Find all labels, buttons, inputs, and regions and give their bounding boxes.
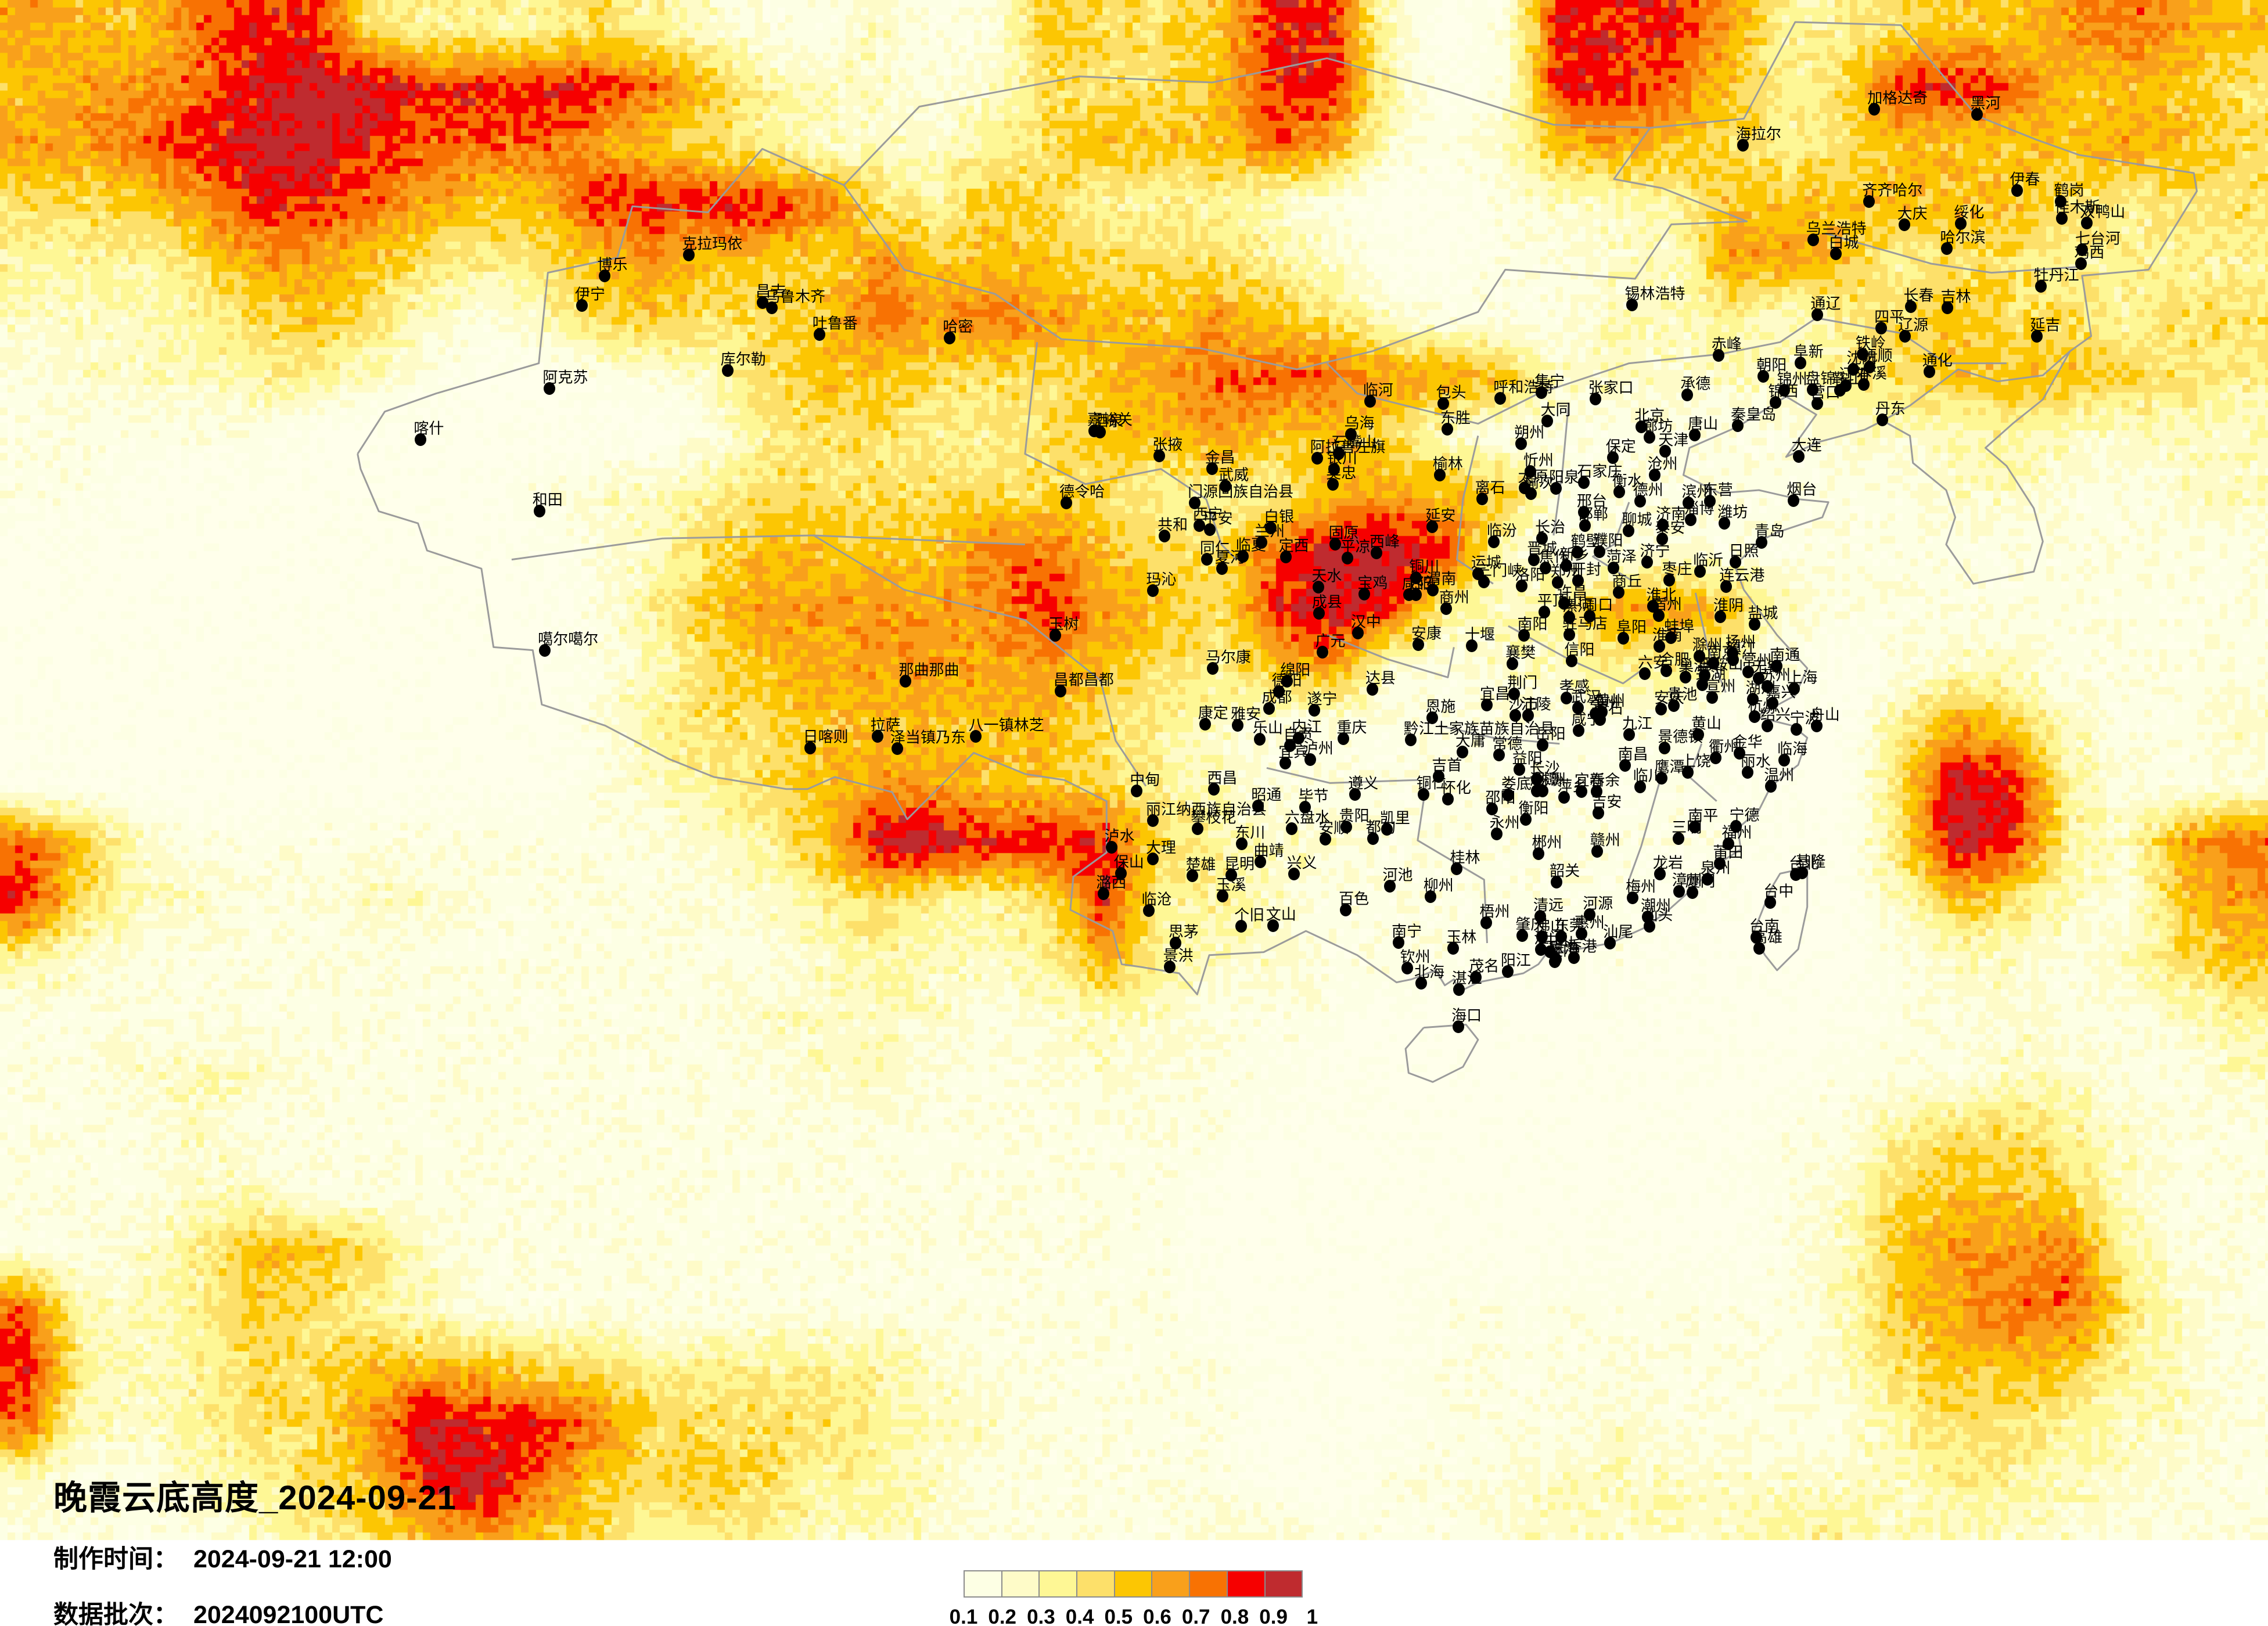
legend-swatch: [1076, 1570, 1115, 1598]
legend-swatch: [1113, 1570, 1153, 1598]
legend-tick-label: 0.7: [1181, 1606, 1210, 1626]
legend-swatch: [1001, 1570, 1040, 1598]
legend-tick-label: 0.8: [1220, 1606, 1249, 1626]
legend-tick-label: 0.4: [1065, 1606, 1094, 1626]
production-time-label: 制作时间：: [53, 1545, 178, 1573]
legend-tick-label: 0.3: [1027, 1606, 1055, 1626]
production-time-line: 制作时间： 2024-09-21 12:00: [53, 1539, 457, 1575]
legend-swatch: [964, 1570, 1002, 1598]
legend-swatch: [1189, 1570, 1228, 1598]
legend-tick-label: 0.5: [1104, 1606, 1133, 1626]
legend-swatch: [1151, 1570, 1191, 1598]
legend-swatch: [1264, 1570, 1303, 1598]
legend-tick-label: 0.6: [1143, 1606, 1171, 1626]
legend-tick-label: 1: [1306, 1606, 1318, 1626]
legend-swatch: [1226, 1570, 1266, 1598]
color-legend: 0.1 0.2 0.3 0.4 0.5 0.6 0.7 0.8 0.9 1: [950, 1570, 1318, 1626]
data-batch-value: 2024092100UTC: [193, 1601, 384, 1626]
title-block: 晚霞云底高度_2024-09-21 制作时间： 2024-09-21 12:00…: [53, 1470, 457, 1626]
data-batch-label: 数据批次：: [53, 1601, 178, 1626]
legend-swatch-row: [964, 1570, 1303, 1598]
legend-swatch: [1038, 1570, 1078, 1598]
legend-tick-label: 0.1: [949, 1606, 978, 1626]
legend-tick-label: 0.9: [1259, 1606, 1288, 1626]
map-title: 晚霞云底高度_2024-09-21: [53, 1479, 457, 1517]
legend-tick-label: 0.2: [988, 1606, 1017, 1626]
legend-tick-row: 0.1 0.2 0.3 0.4 0.5 0.6 0.7 0.8 0.9 1: [950, 1606, 1318, 1626]
data-batch-line: 数据批次： 2024092100UTC: [53, 1595, 457, 1626]
production-time-value: 2024-09-21 12:00: [193, 1545, 392, 1573]
